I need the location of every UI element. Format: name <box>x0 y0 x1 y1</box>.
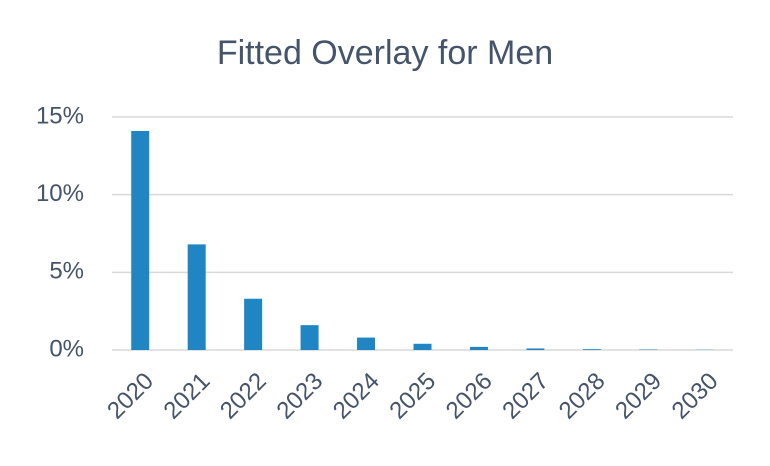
x-tick-label: 2028 <box>554 368 611 425</box>
bar <box>357 337 376 350</box>
x-tick-label: 2025 <box>384 368 441 425</box>
chart-title: Fitted Overlay for Men <box>217 34 553 72</box>
x-tick-label: 2030 <box>667 368 724 425</box>
x-tick-label: 2021 <box>159 368 216 425</box>
bar <box>469 346 488 350</box>
bar <box>300 325 319 350</box>
x-tick-label: 2020 <box>102 368 159 425</box>
x-tick-label: 2027 <box>497 368 554 425</box>
y-tick-label: 0% <box>49 335 84 362</box>
x-tick-label: 2023 <box>271 368 328 425</box>
y-tick-label: 5% <box>49 258 84 285</box>
bar <box>413 343 432 350</box>
bar <box>131 130 150 350</box>
x-tick-label: 2026 <box>441 368 498 425</box>
x-tick-label: 2022 <box>215 368 272 425</box>
bar <box>526 348 545 350</box>
y-tick-label: 15% <box>36 102 84 129</box>
bar <box>582 349 601 350</box>
bar <box>187 244 206 350</box>
bar <box>244 298 263 350</box>
x-tick-label: 2024 <box>328 368 385 425</box>
x-tick-label: 2029 <box>610 368 667 425</box>
y-tick-label: 10% <box>36 180 84 207</box>
